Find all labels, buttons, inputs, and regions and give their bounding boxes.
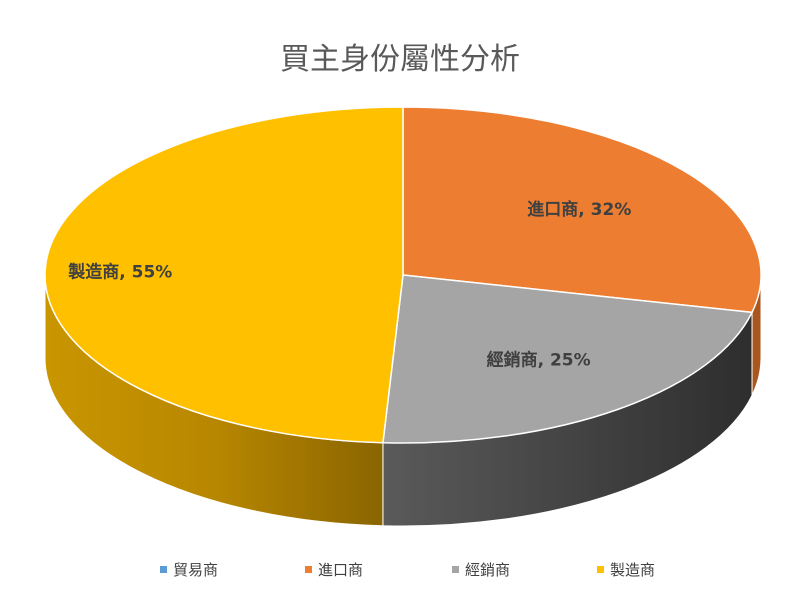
- data-label-import: 進口商, 32%: [527, 199, 631, 220]
- legend-label: 製造商: [610, 560, 656, 579]
- legend-item-import: 進口商: [305, 557, 363, 581]
- legend-swatch: [597, 565, 604, 573]
- pie-slice-dealer: [382, 274, 754, 444]
- legend-swatch: [452, 565, 459, 573]
- legend-item-dealer: 經銷商: [452, 557, 510, 581]
- legend-label: 進口商: [318, 560, 364, 579]
- data-label-manufacturer: 製造商, 55%: [67, 261, 172, 282]
- legend: 貿易商 進口商 經銷商 製造商: [0, 557, 800, 581]
- pie-slice-manufacturer: [44, 106, 404, 444]
- legend-item-manufacturer: 製造商: [597, 557, 655, 581]
- legend-label: 經銷商: [465, 560, 511, 579]
- legend-swatch: [305, 565, 312, 573]
- legend-swatch: [160, 565, 167, 573]
- data-label-dealer: 經銷商, 25%: [487, 350, 591, 371]
- pie-slice-import: [402, 106, 762, 314]
- legend-label: 貿易商: [173, 560, 219, 579]
- legend-item-trade: 貿易商: [160, 557, 218, 581]
- chart-title: 買主身份屬性分析: [280, 42, 520, 77]
